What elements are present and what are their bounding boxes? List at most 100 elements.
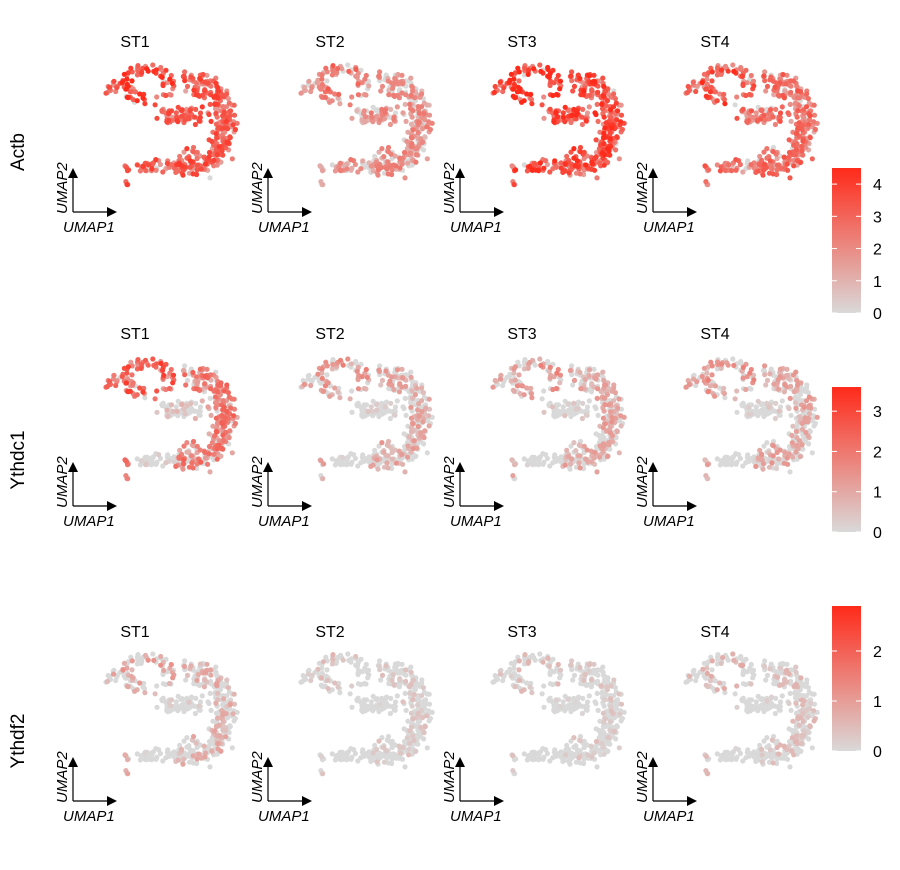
cell-point [382, 699, 388, 705]
cell-point [381, 744, 387, 750]
cell-point [525, 71, 531, 77]
cell-point [547, 375, 553, 381]
cell-point [781, 389, 788, 395]
cell-point [212, 106, 219, 112]
cell-point [743, 386, 749, 393]
cell-point [601, 135, 607, 141]
cell-point [811, 102, 817, 108]
cell-point [714, 98, 720, 104]
arrowhead-right-icon [107, 207, 117, 217]
cell-point [184, 672, 191, 679]
cell-point [766, 154, 772, 160]
umap2-label: UMAP2 [54, 456, 71, 508]
cell-point [202, 373, 208, 379]
cell-point [560, 404, 566, 410]
cell-point [760, 461, 767, 467]
cell-point [529, 101, 535, 107]
cell-point [197, 76, 203, 82]
cell-point [121, 71, 127, 77]
cell-point [565, 401, 571, 407]
cell-point [594, 101, 600, 107]
cell-point [410, 733, 416, 739]
cell-point [215, 84, 221, 91]
cell-point [154, 459, 160, 465]
cell-point [786, 154, 792, 160]
cell-point [137, 462, 143, 468]
cell-point [202, 754, 208, 760]
cell-point [777, 110, 784, 116]
cell-point [186, 408, 192, 414]
cell-point [764, 83, 771, 89]
cell-point [209, 138, 215, 144]
cell-point [400, 81, 406, 87]
cell-point [400, 744, 406, 751]
cell-point [221, 110, 227, 116]
cell-point [557, 86, 563, 92]
cell-point [196, 703, 202, 709]
cell-point [336, 91, 342, 97]
cell-point [359, 407, 365, 413]
cell-point [175, 693, 181, 699]
cell-point [600, 664, 606, 670]
cell-point [330, 357, 336, 363]
panel-title: ST2 [315, 326, 344, 343]
cell-point [142, 652, 149, 658]
cell-point [220, 152, 226, 158]
cell-point [169, 80, 175, 86]
cell-point [403, 707, 409, 714]
cell-point [355, 92, 361, 98]
cell-point [787, 469, 793, 475]
cell-point [564, 153, 570, 159]
cell-point [490, 384, 496, 390]
cell-point [419, 408, 425, 415]
cell-point [200, 71, 206, 78]
cell-point [599, 106, 606, 112]
cell-point [202, 381, 208, 387]
cell-point [531, 66, 537, 72]
cell-point [740, 106, 746, 112]
cell-point [374, 407, 380, 413]
cell-point [402, 101, 408, 107]
cell-point [549, 404, 556, 410]
cell-point [168, 697, 175, 703]
cell-point [344, 166, 350, 172]
cell-point [762, 117, 768, 123]
cell-point [125, 70, 131, 76]
cell-point [154, 94, 160, 100]
colorbar-gradient [832, 387, 861, 532]
cell-point [410, 421, 416, 427]
cell-point [372, 153, 378, 159]
cell-point [190, 465, 196, 471]
cell-point [152, 102, 158, 108]
cell-point [574, 158, 580, 164]
cell-point [106, 84, 113, 90]
cell-point [599, 101, 605, 107]
cell-point [378, 677, 384, 683]
cell-point [228, 108, 234, 114]
cell-point [325, 86, 331, 92]
cell-point [497, 376, 504, 382]
cell-point [508, 71, 514, 77]
cell-point [593, 405, 599, 412]
cell-point [194, 162, 200, 168]
cell-point [106, 378, 113, 384]
cell-point [125, 476, 131, 482]
cell-point [163, 460, 169, 466]
cell-point [509, 163, 516, 169]
cell-point [124, 94, 130, 100]
cell-point [168, 703, 174, 709]
cell-point [601, 162, 607, 168]
cell-point [392, 404, 399, 410]
cell-point [125, 684, 131, 690]
cell-point [224, 677, 230, 683]
cell-point [577, 149, 583, 155]
cell-point [573, 406, 579, 412]
cell-point [703, 473, 709, 479]
cell-point [391, 412, 397, 418]
cell-point [401, 149, 408, 156]
cell-point [753, 463, 759, 469]
cell-point [314, 79, 320, 86]
cell-point [128, 673, 134, 680]
cell-point [705, 389, 711, 395]
cell-point [419, 677, 425, 683]
